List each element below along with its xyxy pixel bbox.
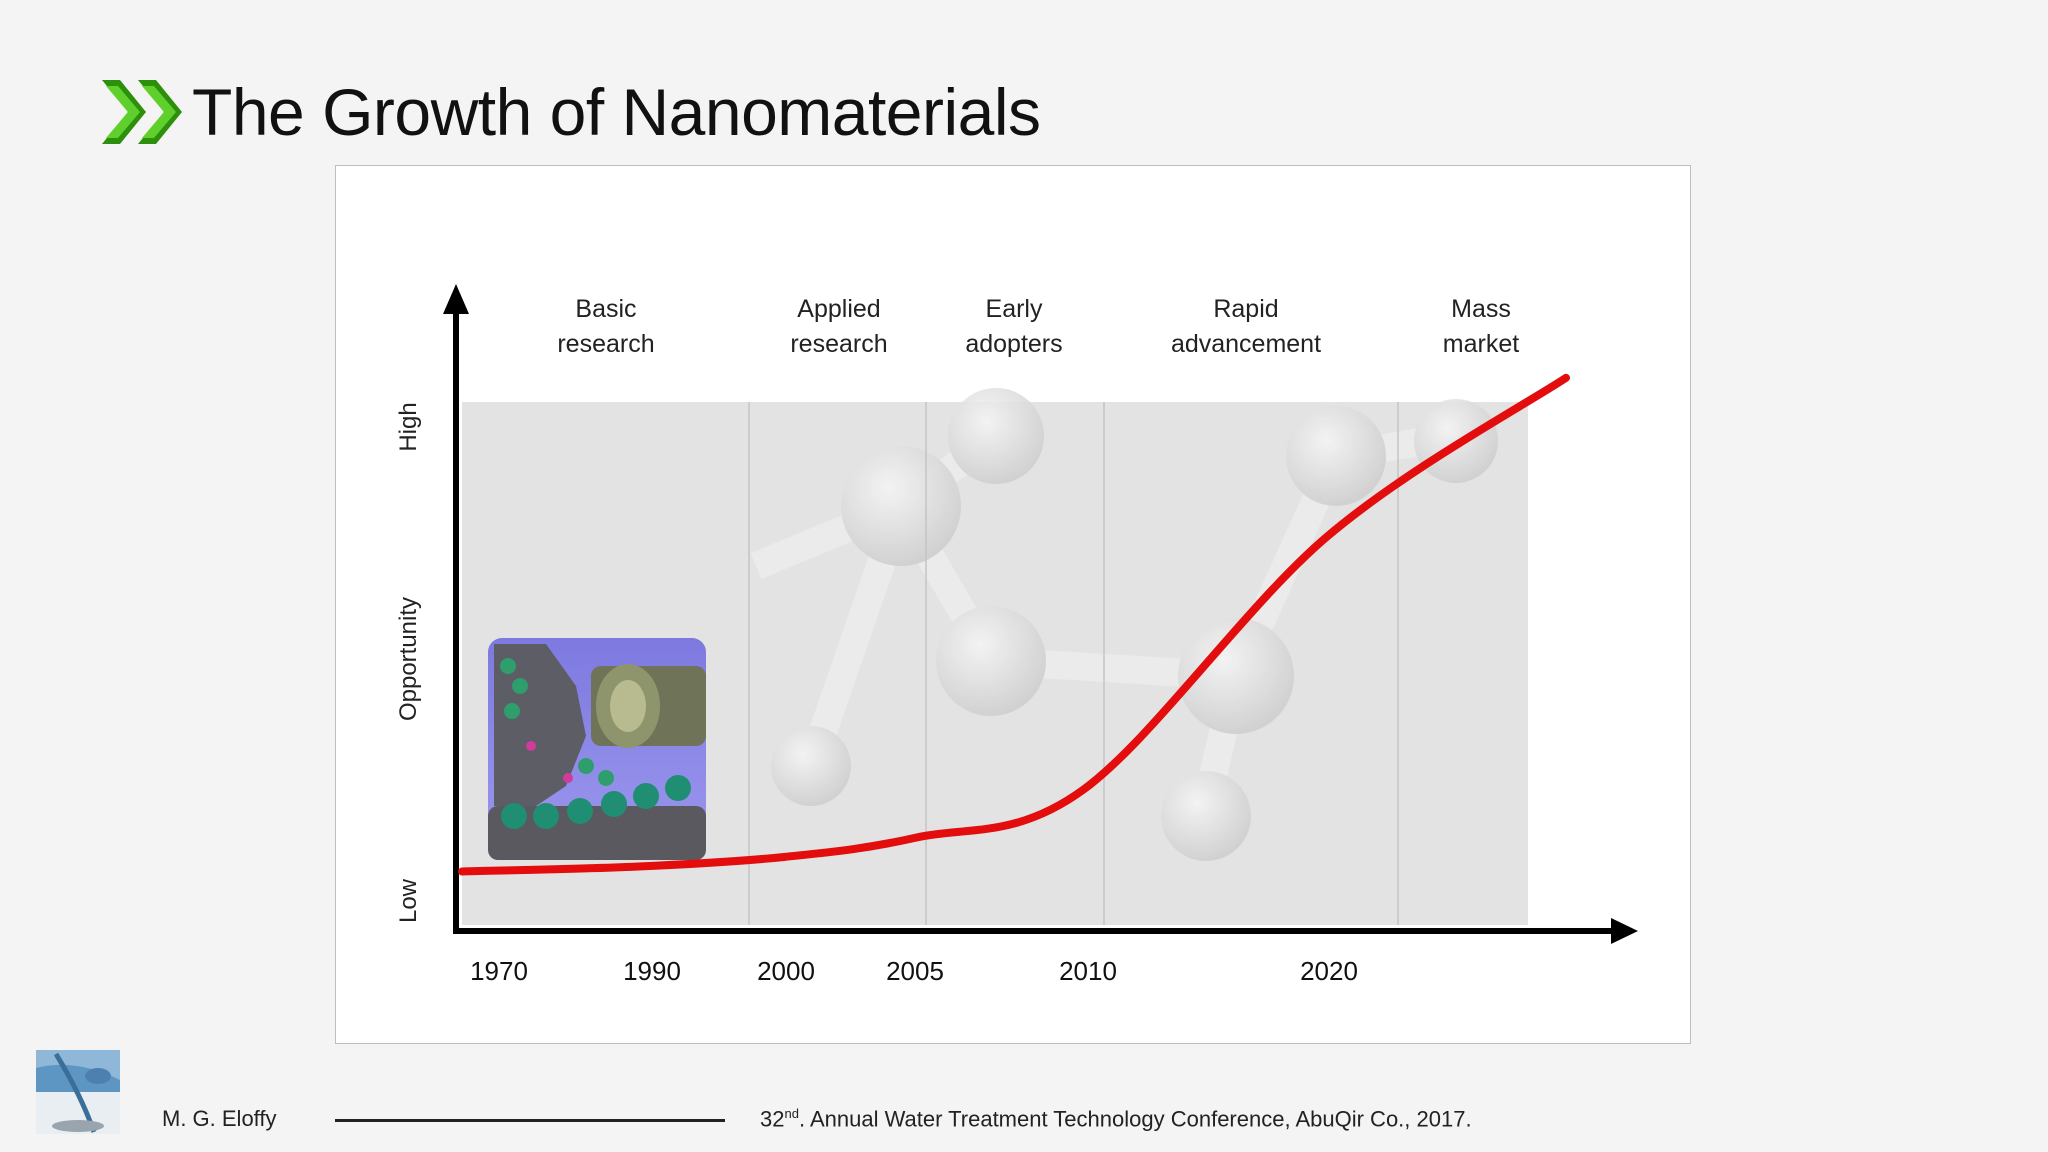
slide-title: The Growth of Nanomaterials (192, 75, 1041, 149)
chart-frame: Low Opportunity High Basic research Applie… (335, 165, 1691, 1044)
x-tick-label: 1990 (623, 956, 681, 986)
footer-conference: 32nd. Annual Water Treatment Technology … (760, 1106, 1472, 1132)
y-label-opportunity: Opportunity (395, 597, 422, 721)
y-axis-labels: Low Opportunity High (395, 402, 422, 923)
nano-machine-illustration (488, 638, 706, 860)
phase-label-line1: Early (986, 295, 1043, 323)
phase-label-line1: Basic (575, 295, 636, 323)
x-tick-label: 2000 (757, 956, 815, 986)
x-tick-label: 2020 (1300, 956, 1358, 986)
phase-labels: Basic research Applied research Early adopter… (557, 295, 1519, 358)
growth-curve-line (458, 373, 1570, 876)
axes (443, 284, 1638, 944)
conference-ordinal: 32 (760, 1106, 785, 1132)
phase-label-line1: Applied (797, 295, 880, 323)
conference-text: . Annual Water Treatment Technology Conf… (798, 1106, 1472, 1132)
y-label-low: Low (395, 878, 422, 923)
y-label-high: High (395, 402, 422, 451)
x-tick-labels: 1970 1990 2000 2005 2010 2020 (470, 956, 1358, 986)
molecule-illustration (750, 388, 1498, 861)
footer-author: M. G. Eloffy (162, 1106, 277, 1131)
phase-label-line1: Rapid (1213, 295, 1278, 323)
x-tick-label: 2010 (1059, 956, 1117, 986)
slide-header: The Growth of Nanomaterials (100, 74, 1041, 150)
phase-label-line2: market (1443, 330, 1519, 358)
conference-ordinal-suffix: nd (784, 1106, 799, 1121)
water-drop-logo-icon (36, 1050, 120, 1134)
x-axis-arrow-icon (1611, 918, 1638, 944)
phase-label-line2: advancement (1171, 330, 1321, 358)
growth-chart: Low Opportunity High Basic research Applie… (395, 284, 1638, 986)
x-tick-label: 1970 (470, 956, 528, 986)
phase-label-line1: Mass (1451, 295, 1511, 323)
phase-label-line2: adopters (965, 330, 1062, 358)
series-layer (458, 373, 1570, 876)
x-tick-label: 2005 (886, 956, 944, 986)
footer-divider (335, 1119, 725, 1122)
double-chevron-icon (102, 80, 182, 144)
y-axis-arrow-icon (443, 284, 469, 314)
phase-label-line2: research (790, 330, 887, 358)
phase-label-line2: research (557, 330, 654, 358)
